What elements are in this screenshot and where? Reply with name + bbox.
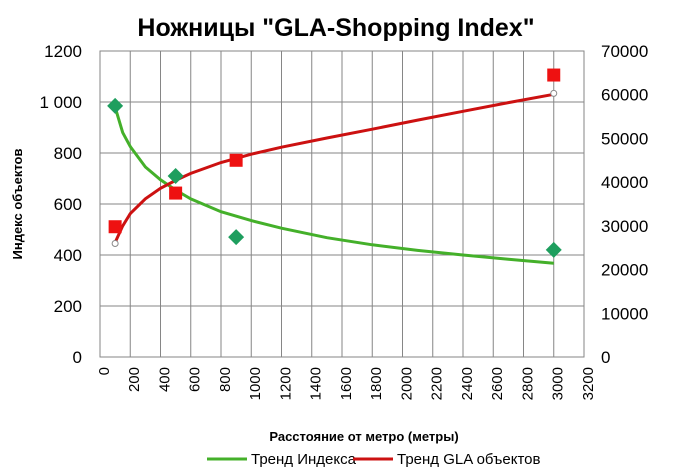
- x-tick-label: 1600: [338, 367, 355, 400]
- gla-point-marker: [547, 68, 561, 82]
- x-tick-label: 1400: [308, 367, 325, 400]
- gla-point-marker: [169, 186, 183, 200]
- x-tick-label: 3200: [580, 367, 597, 400]
- index-point-marker: [107, 97, 124, 114]
- x-tick-label: 2200: [429, 367, 446, 400]
- chart-title: Ножницы "GLA-Shopping Index": [137, 14, 534, 42]
- x-tick-label: 800: [217, 367, 234, 392]
- axes: 0 200 400 600 800 1000 1200 1400 1600 1800 2000 220…: [39, 42, 648, 400]
- y2-tick-label: 0: [601, 348, 610, 367]
- trend-endpoint-marker: [550, 89, 558, 97]
- x-tick-label: 200: [126, 367, 143, 392]
- gla-trendline: [113, 92, 555, 244]
- y-tick-label: 200: [54, 297, 82, 316]
- index-point-marker: [167, 167, 184, 184]
- legend-label-index-trend: Тренд Индекса: [251, 451, 357, 468]
- y2-tick-label: 60000: [601, 86, 648, 105]
- index-point-marker: [545, 241, 562, 258]
- x-tick-label: 0: [96, 367, 113, 375]
- y2-tick-label: 30000: [601, 217, 648, 236]
- gla-point-marker: [229, 153, 243, 167]
- legend: Тренд Индекса Тренд GLA объектов: [207, 451, 540, 468]
- y-tick-label: 600: [54, 195, 82, 214]
- y-tick-label: 800: [54, 144, 82, 163]
- x-tick-label: 2800: [519, 367, 536, 400]
- y2-tick-label: 50000: [601, 129, 648, 148]
- y2-tick-label: 70000: [601, 42, 648, 61]
- index-point-marker: [228, 229, 245, 246]
- y-tick-label: 400: [54, 246, 82, 265]
- y2-tick-label: 10000: [601, 304, 648, 323]
- plot-area-border: [99, 50, 585, 358]
- x-axis-label: Расстояние от метро (метры): [269, 429, 458, 444]
- gridlines: [100, 50, 584, 357]
- trend-endpoint-marker: [111, 240, 119, 248]
- x-tick-label: 3000: [550, 367, 567, 400]
- y-tick-label: 0: [73, 348, 82, 367]
- x-tick-label: 1000: [247, 367, 264, 400]
- y-tick-label: 1200: [44, 42, 82, 61]
- data-markers: [107, 68, 562, 258]
- x-tick-label: 400: [156, 367, 173, 392]
- y-axis-label: Индекс объектов: [10, 148, 25, 259]
- gla-point-marker: [108, 220, 122, 234]
- x-tick-label: 2600: [489, 367, 506, 400]
- y-tick-label: 1 000: [39, 93, 82, 112]
- x-tick-label: 2000: [398, 367, 415, 400]
- index-trendline: [113, 106, 554, 265]
- legend-label-gla-trend: Тренд GLA объектов: [397, 451, 540, 468]
- x-tick-label: 2400: [459, 367, 476, 400]
- y2-tick-label: 20000: [601, 261, 648, 280]
- x-tick-label: 600: [187, 367, 204, 392]
- x-tick-label: 1200: [277, 367, 294, 400]
- y2-tick-label: 40000: [601, 173, 648, 192]
- x-tick-label: 1800: [368, 367, 385, 400]
